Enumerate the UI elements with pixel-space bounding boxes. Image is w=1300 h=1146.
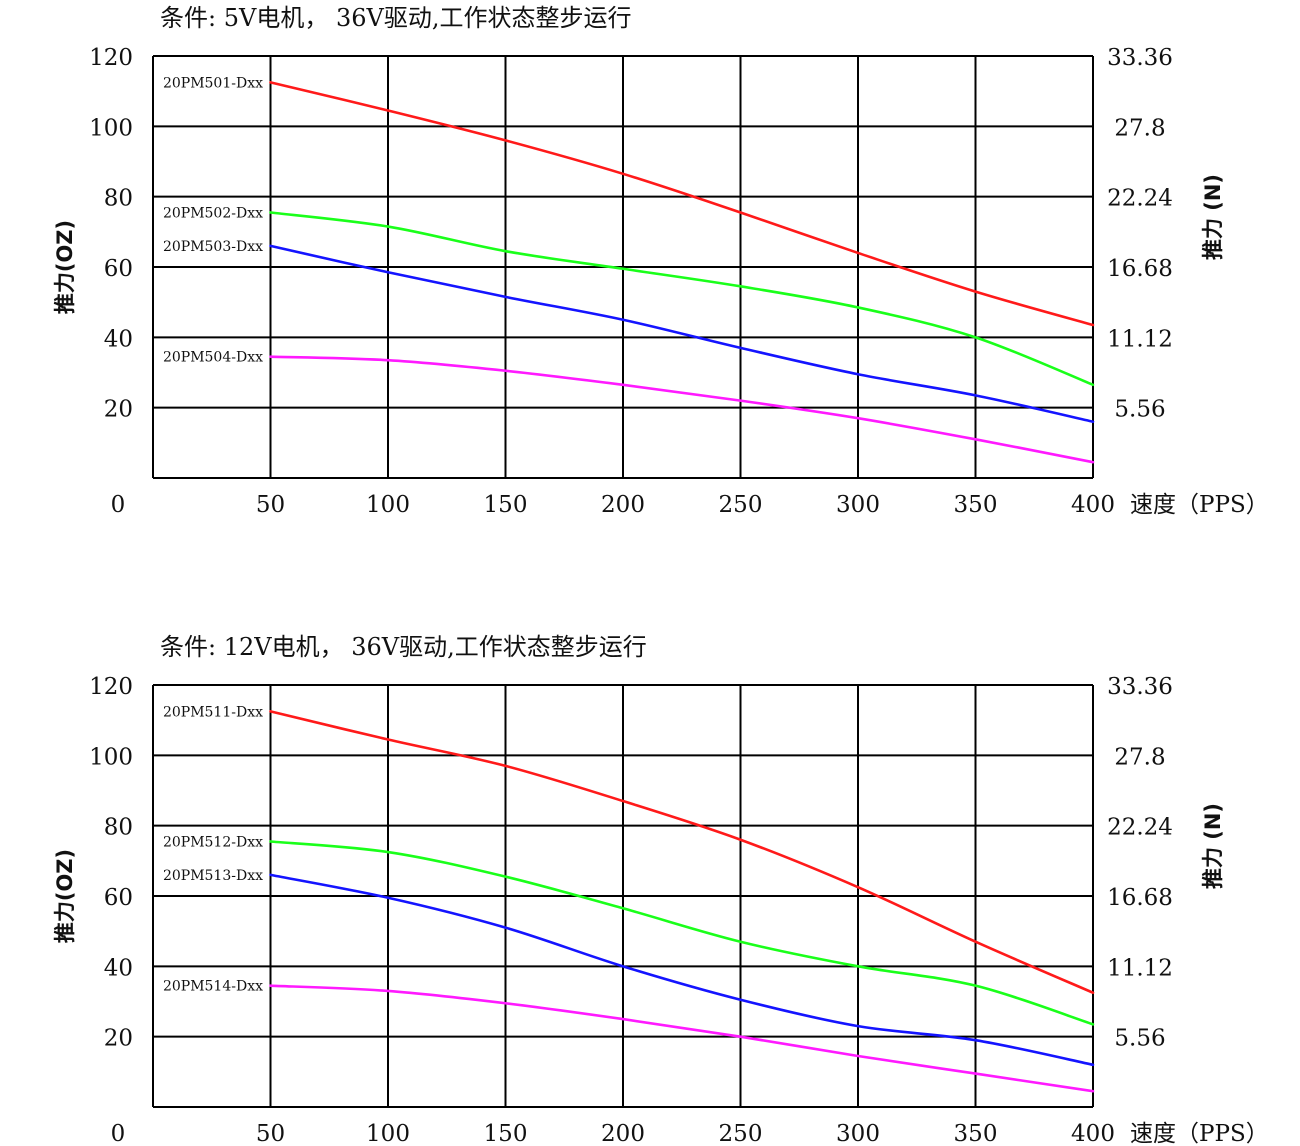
y-tick-labels: 20 40 60 80 100 120: [89, 45, 133, 423]
y-right-tick-label: 22.24: [1107, 186, 1173, 212]
y-right-tick-label: 27.8: [1114, 744, 1165, 770]
x-tick-label: 0: [111, 492, 126, 518]
y-right-tick-label: 22.24: [1107, 815, 1173, 841]
y-right-tick-label: 11.12: [1107, 326, 1173, 352]
y-right-tick-label: 5.56: [1114, 397, 1165, 423]
y-axis-label: 推力(OZ): [53, 220, 77, 314]
x-tick-label: 400: [1071, 492, 1115, 518]
x-tick-label: 100: [366, 492, 410, 518]
series-label: 20PM503-Dxx: [163, 239, 263, 255]
y-tick-label: 100: [89, 115, 133, 141]
chart-title: 条件: 12V电机， 36V驱动,工作状态整步运行: [160, 633, 647, 661]
series-line-20PM501-Dxx: [269, 81, 1095, 327]
chart-title: 条件: 5V电机， 36V驱动,工作状态整步运行: [160, 4, 631, 32]
y-axis-label: 推力(OZ): [53, 849, 77, 943]
chart-1: 条件: 5V电机， 36V驱动,工作状态整步运行 0 50 100 150 200 250 3…: [53, 4, 1269, 518]
x-tick-label: 250: [719, 1121, 763, 1146]
y-right-axis-label: 推力 (N): [1201, 174, 1225, 260]
y-tick-label: 20: [104, 1026, 133, 1052]
y-tick-label: 100: [89, 744, 133, 770]
series-label: 20PM501-Dxx: [163, 75, 263, 91]
y-right-tick-label: 11.12: [1107, 955, 1173, 981]
grid: [153, 55, 1094, 478]
y-tick-label: 80: [104, 186, 133, 212]
y-right-tick-label: 27.8: [1114, 115, 1165, 141]
x-tick-label: 250: [719, 492, 763, 518]
chart-2: 条件: 12V电机， 36V驱动,工作状态整步运行 0 50 100 150 200 250…: [53, 633, 1269, 1146]
series-line-20PM511-Dxx: [269, 710, 1095, 995]
y-right-tick-labels: 5.56 11.12 16.68 22.24 27.8 33.36: [1107, 45, 1173, 423]
x-tick-label: 350: [954, 492, 998, 518]
y-tick-label: 120: [89, 674, 133, 700]
x-tick-labels: 0 50 100 150 200 250 300 350 400: [111, 1121, 1115, 1146]
x-tick-label: 50: [256, 492, 285, 518]
x-axis-label: 速度（PPS）: [1130, 1121, 1269, 1146]
series-line-20PM513-Dxx: [269, 873, 1095, 1067]
series-label: 20PM513-Dxx: [163, 868, 263, 884]
x-tick-label: 200: [601, 1121, 645, 1146]
y-tick-label: 120: [89, 45, 133, 71]
series-label: 20PM504-Dxx: [163, 350, 263, 366]
x-tick-label: 100: [366, 1121, 410, 1146]
x-tick-label: 150: [484, 1121, 528, 1146]
series-line-20PM514-Dxx: [269, 984, 1095, 1093]
y-right-tick-label: 5.56: [1114, 1026, 1165, 1052]
y-tick-label: 60: [104, 256, 133, 282]
grid: [153, 684, 1094, 1107]
y-tick-label: 80: [104, 815, 133, 841]
x-tick-labels: 0 50 100 150 200 250 300 350 400: [111, 492, 1115, 518]
x-tick-label: 150: [484, 492, 528, 518]
x-tick-label: 400: [1071, 1121, 1115, 1146]
x-tick-label: 200: [601, 492, 645, 518]
series-line-20PM512-Dxx: [269, 840, 1095, 1026]
x-tick-label: 300: [836, 492, 880, 518]
x-tick-label: 300: [836, 1121, 880, 1146]
y-tick-label: 40: [104, 326, 133, 352]
y-tick-label: 20: [104, 397, 133, 423]
series-line-20PM504-Dxx: [269, 355, 1095, 464]
series-label: 20PM512-Dxx: [163, 834, 263, 850]
series-label: 20PM511-Dxx: [163, 704, 263, 720]
series-label: 20PM514-Dxx: [163, 979, 263, 995]
y-right-axis-label: 推力 (N): [1201, 803, 1225, 889]
y-right-tick-labels: 5.56 11.12 16.68 22.24 27.8 33.36: [1107, 674, 1173, 1052]
y-tick-label: 40: [104, 955, 133, 981]
y-right-tick-label: 33.36: [1107, 674, 1173, 700]
series-line-20PM503-Dxx: [269, 244, 1095, 424]
series-label: 20PM502-Dxx: [163, 205, 263, 221]
y-tick-labels: 20 40 60 80 100 120: [89, 674, 133, 1052]
series-line-20PM502-Dxx: [269, 211, 1095, 387]
x-tick-label: 350: [954, 1121, 998, 1146]
y-tick-label: 60: [104, 885, 133, 911]
y-right-tick-label: 16.68: [1107, 885, 1173, 911]
y-right-tick-label: 33.36: [1107, 45, 1173, 71]
x-axis-label: 速度（PPS）: [1130, 492, 1269, 518]
x-tick-label: 0: [111, 1121, 126, 1146]
x-tick-label: 50: [256, 1121, 285, 1146]
y-right-tick-label: 16.68: [1107, 256, 1173, 282]
